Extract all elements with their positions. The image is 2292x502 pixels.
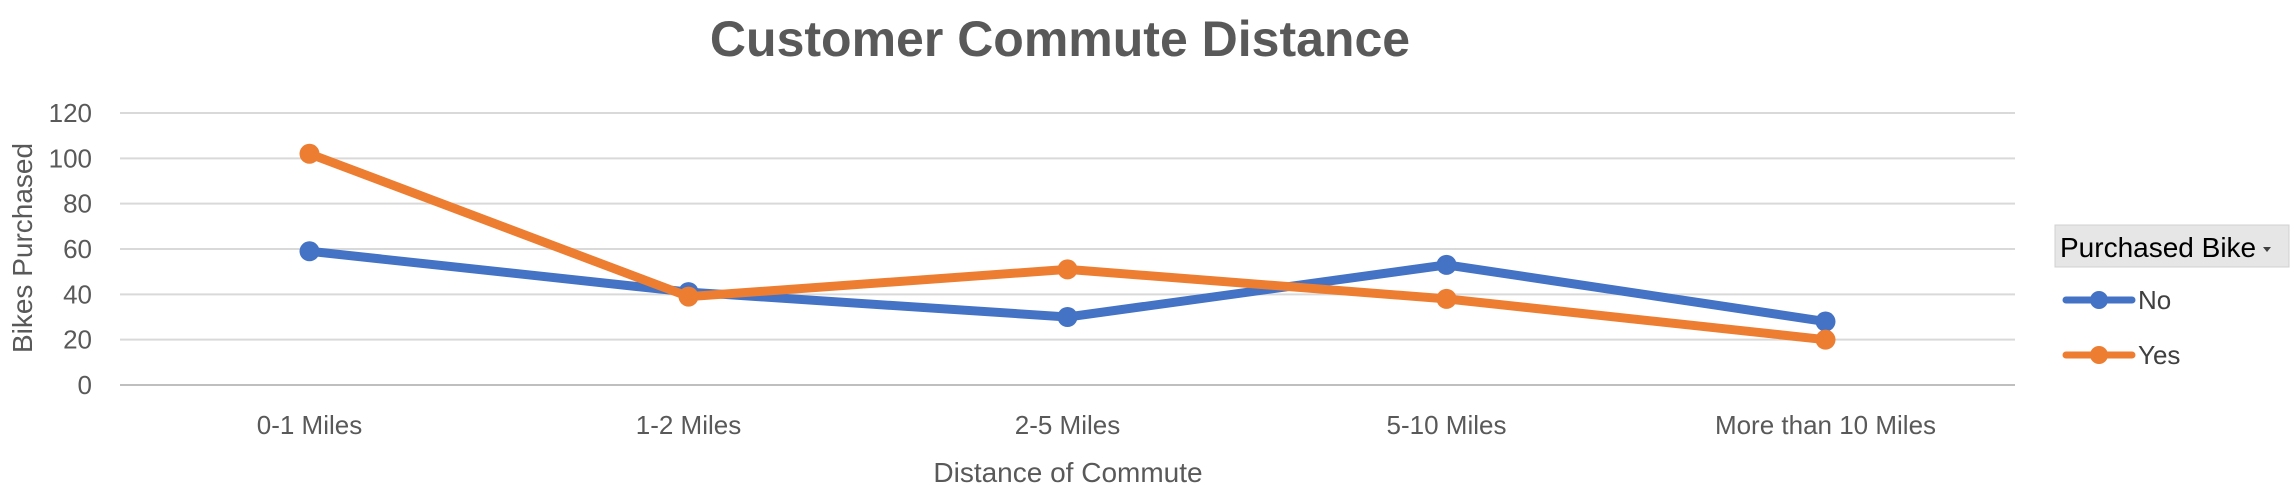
x-tick-label: 2-5 Miles <box>1015 410 1120 440</box>
dropdown-arrow-icon[interactable] <box>2263 247 2271 252</box>
data-point-yes[interactable] <box>1436 288 1457 309</box>
y-axis-ticks: 0 20 40 60 80 100 120 <box>49 98 92 400</box>
legend-swatch-marker <box>2090 291 2108 309</box>
y-tick-label: 60 <box>63 234 92 264</box>
y-axis-title: Bikes Purchased <box>7 143 38 353</box>
y-tick-label: 20 <box>63 325 92 355</box>
data-point-no[interactable] <box>299 241 320 262</box>
chart-title: Customer Commute Distance <box>710 11 1410 67</box>
data-point-no[interactable] <box>1815 311 1836 332</box>
x-axis-ticks: 0-1 Miles 1-2 Miles 2-5 Miles 5-10 Miles Mor… <box>257 410 1936 440</box>
series-yes <box>299 143 1836 350</box>
y-tick-label: 100 <box>49 143 92 173</box>
legend-entries: No Yes <box>2062 285 2180 370</box>
legend-label: Yes <box>2138 340 2180 370</box>
y-tick-label: 80 <box>63 189 92 219</box>
y-tick-label: 120 <box>49 98 92 128</box>
series-lines <box>299 143 1836 350</box>
data-point-yes[interactable] <box>1057 259 1078 280</box>
data-point-no[interactable] <box>1436 254 1457 275</box>
y-tick-label: 0 <box>78 370 92 400</box>
gridlines <box>120 112 2015 386</box>
data-point-yes[interactable] <box>678 286 699 307</box>
legend-title: Purchased Bike <box>2060 232 2256 263</box>
x-tick-label: 5-10 Miles <box>1387 410 1507 440</box>
legend-item-no[interactable]: No <box>2062 285 2171 315</box>
legend-filter-button-bg[interactable] <box>2054 224 2290 268</box>
legend-swatch-marker <box>2090 346 2108 364</box>
y-tick-label: 40 <box>63 279 92 309</box>
legend-filter-button[interactable]: Purchased Bike <box>2054 224 2290 268</box>
legend-label: No <box>2138 285 2171 315</box>
x-tick-label: 0-1 Miles <box>257 410 362 440</box>
legend: Purchased Bike No Yes <box>2054 224 2290 370</box>
x-tick-label: 1-2 Miles <box>636 410 741 440</box>
data-point-no[interactable] <box>1057 307 1078 327</box>
legend-item-yes[interactable]: Yes <box>2062 340 2180 370</box>
data-point-yes[interactable] <box>299 143 320 164</box>
x-tick-label: More than 10 Miles <box>1715 410 1936 440</box>
x-axis-title: Distance of Commute <box>933 457 1202 488</box>
data-point-yes[interactable] <box>1815 329 1836 350</box>
